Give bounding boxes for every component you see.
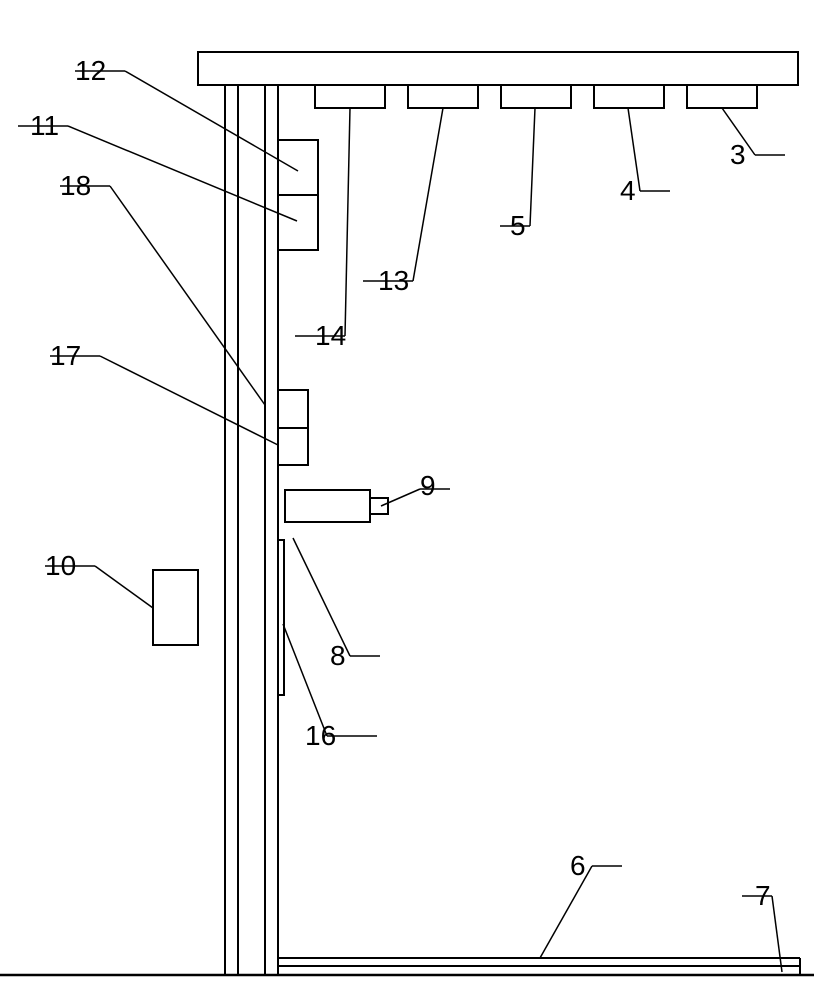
callout-label-18: 18 bbox=[60, 170, 91, 202]
callout-label-4: 4 bbox=[620, 175, 636, 207]
callout-label-17: 17 bbox=[50, 340, 81, 372]
callout-label-8: 8 bbox=[330, 640, 346, 672]
technical-diagram bbox=[0, 0, 814, 1000]
callout-label-14: 14 bbox=[315, 320, 346, 352]
callout-label-7: 7 bbox=[755, 880, 771, 912]
callout-label-9: 9 bbox=[420, 470, 436, 502]
callout-label-12: 12 bbox=[75, 55, 106, 87]
callout-label-5: 5 bbox=[510, 210, 526, 242]
callout-label-3: 3 bbox=[730, 139, 746, 171]
callout-label-10: 10 bbox=[45, 550, 76, 582]
callout-label-11: 11 bbox=[30, 110, 59, 142]
callout-label-13: 13 bbox=[378, 265, 409, 297]
callout-label-16: 16 bbox=[305, 720, 336, 752]
callout-label-6: 6 bbox=[570, 850, 586, 882]
